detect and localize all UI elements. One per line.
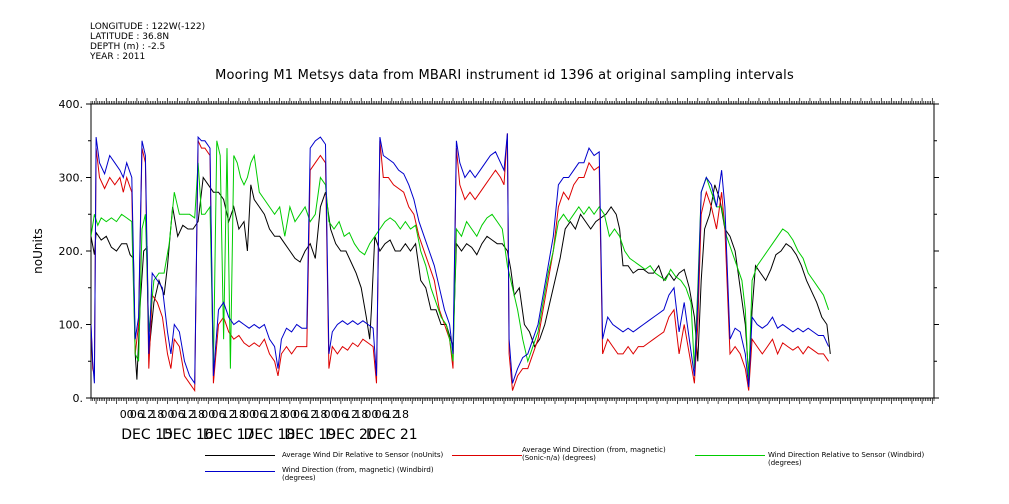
legend-swatch-2 <box>695 455 765 456</box>
legend-label-3: Wind Direction (from, magnetic) (Windbir… <box>282 466 434 482</box>
legend-label-0: Average Wind Dir Relative to Sensor (noU… <box>282 451 444 459</box>
x-tick-label: 06 <box>252 408 266 421</box>
x-tick-label: 12 <box>385 408 399 421</box>
x-tick-label: 00 <box>283 408 297 421</box>
y-axis-label: noUnits <box>31 228 45 274</box>
y-tick-label: 400. <box>59 98 84 111</box>
day-label: DEC 16 <box>162 427 214 443</box>
x-tick-label: 12 <box>303 408 317 421</box>
day-label: DEC 20 <box>325 427 377 443</box>
x-tick-label: 18 <box>354 408 368 421</box>
plot-frame <box>90 103 935 399</box>
x-tick-label: 00 <box>364 408 378 421</box>
x-tick-label: 06 <box>130 408 144 421</box>
legend-label-1: Average Wind Direction (from, magnetic) … <box>522 446 666 462</box>
x-tick-label: 18 <box>150 408 164 421</box>
y-tick-label: 200. <box>59 245 84 258</box>
y-tick-label: 100. <box>59 319 84 332</box>
legend-swatch-1 <box>452 455 522 456</box>
meta-year: YEAR : 2011 <box>90 52 146 62</box>
meta-depth: DEPTH (m) : -2.5 <box>90 42 166 52</box>
series-line-2 <box>91 140 830 384</box>
x-tick-label: 06 <box>375 408 389 421</box>
day-label: DEC 18 <box>244 427 296 443</box>
metadata-block: LONGITUDE : 122W(-122) LATITUDE : 36.8N … <box>90 22 205 62</box>
x-tick-label: 00 <box>120 408 134 421</box>
x-tick-label: 12 <box>181 408 195 421</box>
x-tick-label: 18 <box>273 408 287 421</box>
x-tick-label: 12 <box>344 408 358 421</box>
meta-longitude: LONGITUDE : 122W(-122) <box>90 22 206 32</box>
x-tick-label: 12 <box>222 408 236 421</box>
y-tick-label: 300. <box>59 172 84 185</box>
x-tick-label: 06 <box>211 408 225 421</box>
x-tick-label: 18 <box>232 408 246 421</box>
x-tick-label: 18 <box>313 408 327 421</box>
x-tick-label: 18 <box>395 408 409 421</box>
x-tick-label: 06 <box>293 408 307 421</box>
y-tick-label: 0. <box>73 392 84 405</box>
day-label: DEC 17 <box>203 427 255 443</box>
legend-swatch-0 <box>205 455 275 456</box>
chart-title: Mooring M1 Metsys data from MBARI instru… <box>215 68 794 83</box>
x-tick-label: 00 <box>160 408 174 421</box>
x-tick-label: 00 <box>324 408 338 421</box>
legend-label-2: Wind Direction Relative to Sensor (Windb… <box>768 451 925 467</box>
legend-swatch-3 <box>205 471 275 472</box>
x-tick-label: 06 <box>334 408 348 421</box>
x-tick-label: 18 <box>191 408 205 421</box>
x-tick-label: 00 <box>242 408 256 421</box>
x-tick-label: 00 <box>201 408 215 421</box>
x-tick-label: 12 <box>262 408 276 421</box>
x-tick-label: 12 <box>140 408 154 421</box>
x-tick-label: 06 <box>171 408 185 421</box>
day-label: DEC 15 <box>121 427 173 443</box>
meta-latitude: LATITUDE : 36.8N <box>90 32 170 42</box>
day-label: DEC 19 <box>284 427 336 443</box>
series-line-3 <box>91 133 830 388</box>
day-label: DEC 21 <box>366 427 418 443</box>
series-line-1 <box>91 133 830 393</box>
